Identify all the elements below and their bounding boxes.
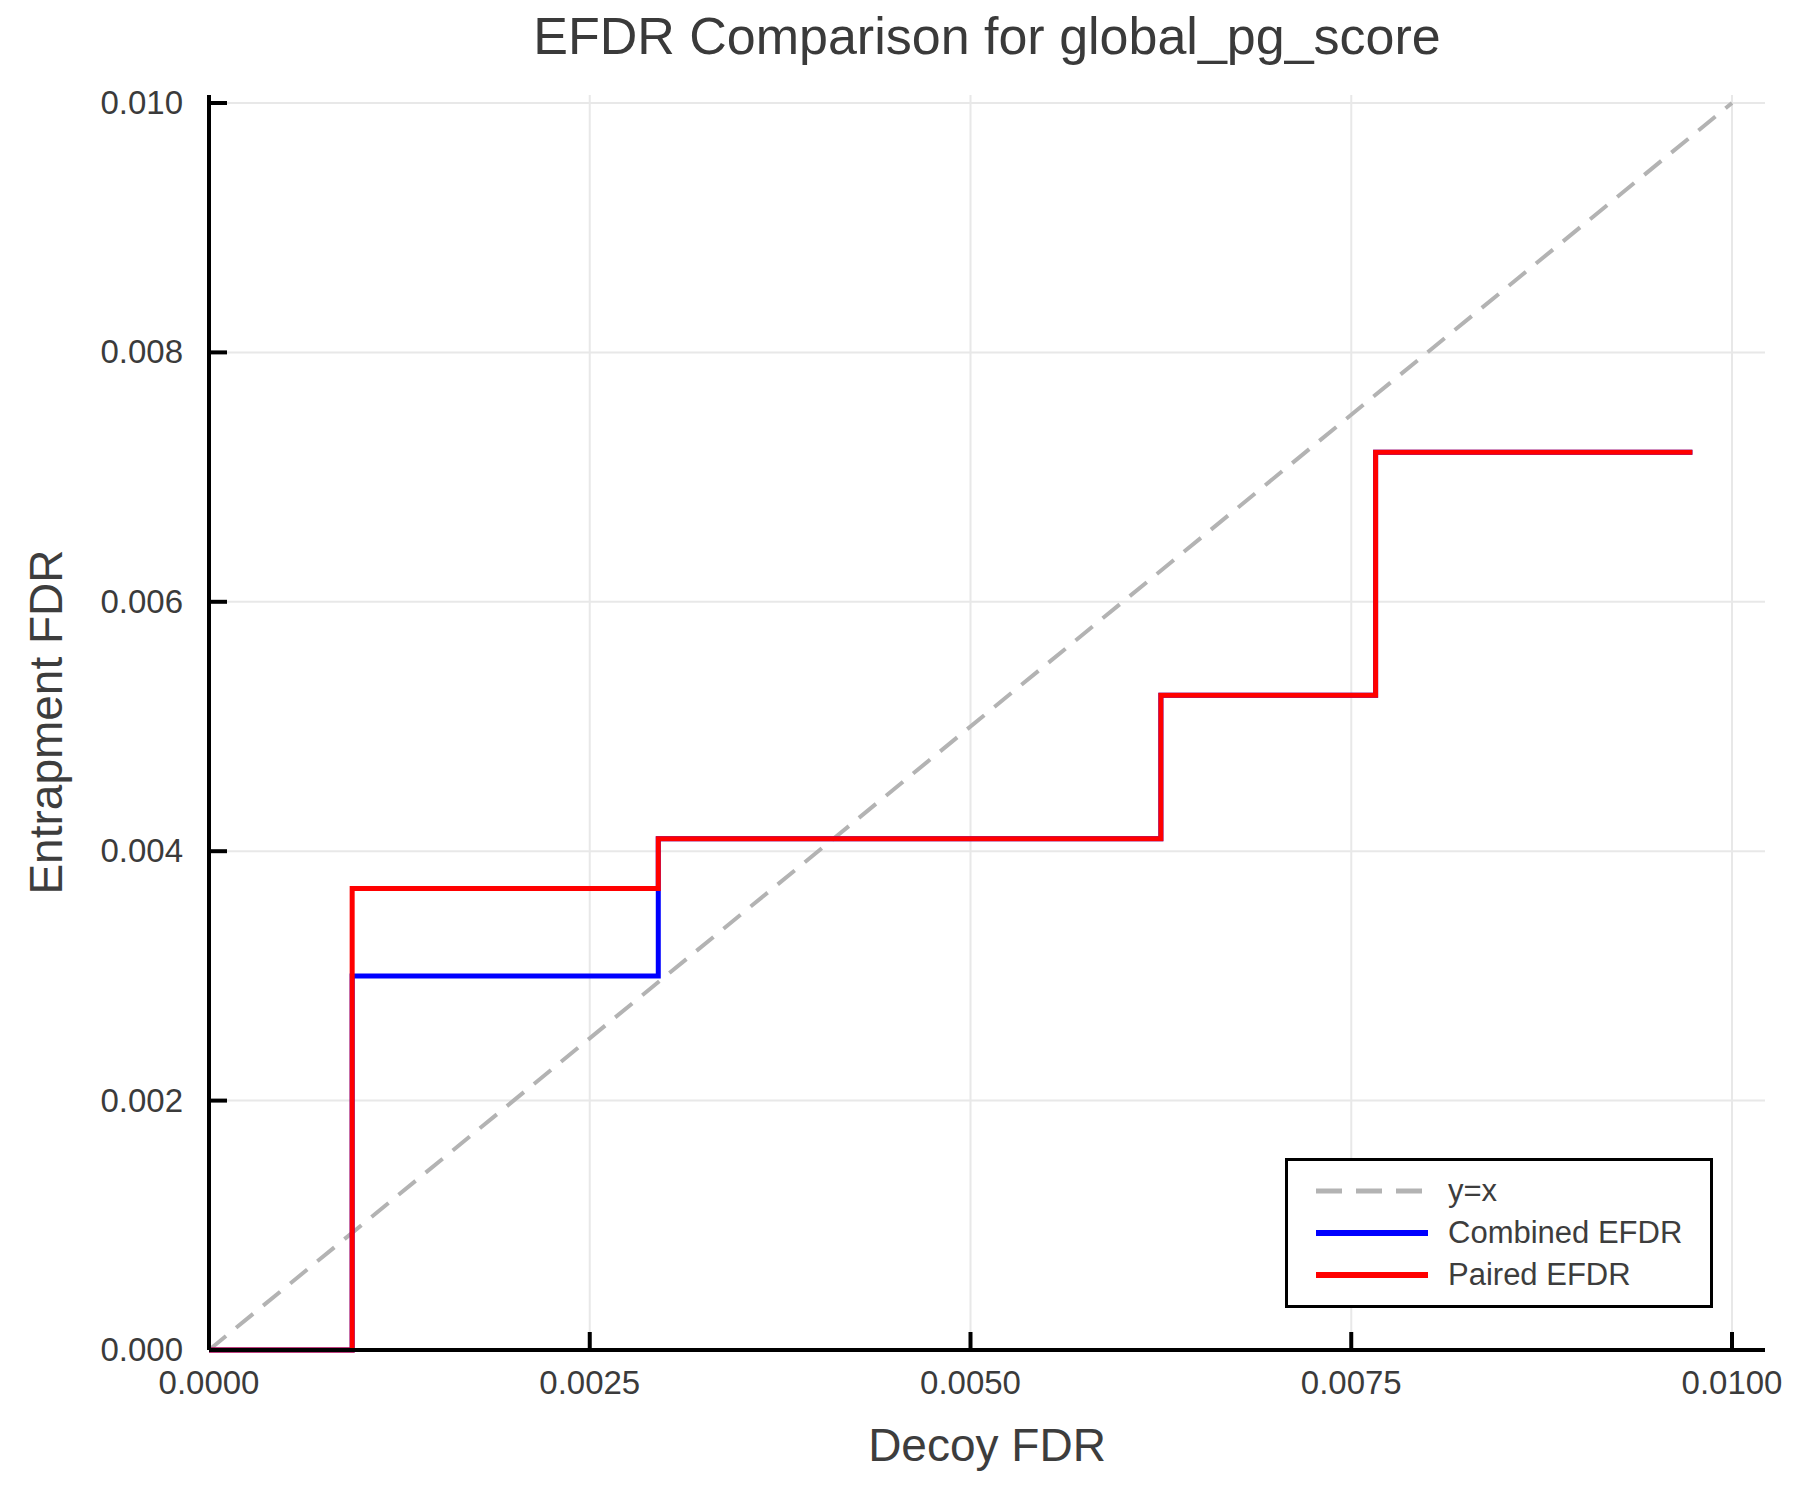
efdr-comparison-chart: EFDR Comparison for global_pg_score Deco… xyxy=(0,0,1800,1500)
legend-label: y=x xyxy=(1448,1175,1497,1208)
chart-title: EFDR Comparison for global_pg_score xyxy=(209,6,1765,66)
y-tick-label: 0.008 xyxy=(33,332,183,372)
legend-label: Paired EFDR xyxy=(1448,1259,1631,1292)
legend-entry: Paired EFDR xyxy=(1288,1259,1710,1292)
legend-swatch-line xyxy=(1316,1187,1428,1195)
x-tick-label: 0.0075 xyxy=(1251,1364,1451,1402)
x-tick-label: 0.0100 xyxy=(1632,1364,1800,1402)
legend-entry: Combined EFDR xyxy=(1288,1217,1710,1250)
legend-swatch-line xyxy=(1316,1271,1428,1279)
x-axis-title: Decoy FDR xyxy=(209,1418,1765,1472)
y-tick-label: 0.002 xyxy=(33,1081,183,1121)
y-tick-label: 0.004 xyxy=(33,831,183,871)
y-tick-label: 0.000 xyxy=(33,1330,183,1370)
x-tick-label: 0.0050 xyxy=(871,1364,1071,1402)
legend-entry: y=x xyxy=(1288,1175,1710,1208)
x-tick-label: 0.0025 xyxy=(490,1364,690,1402)
y-tick-label: 0.006 xyxy=(33,582,183,622)
legend-label: Combined EFDR xyxy=(1448,1217,1682,1250)
legend: y=x Combined EFDR Paired EFDR xyxy=(1285,1158,1713,1308)
legend-swatch-line xyxy=(1316,1229,1428,1237)
y-tick-label: 0.010 xyxy=(33,83,183,123)
